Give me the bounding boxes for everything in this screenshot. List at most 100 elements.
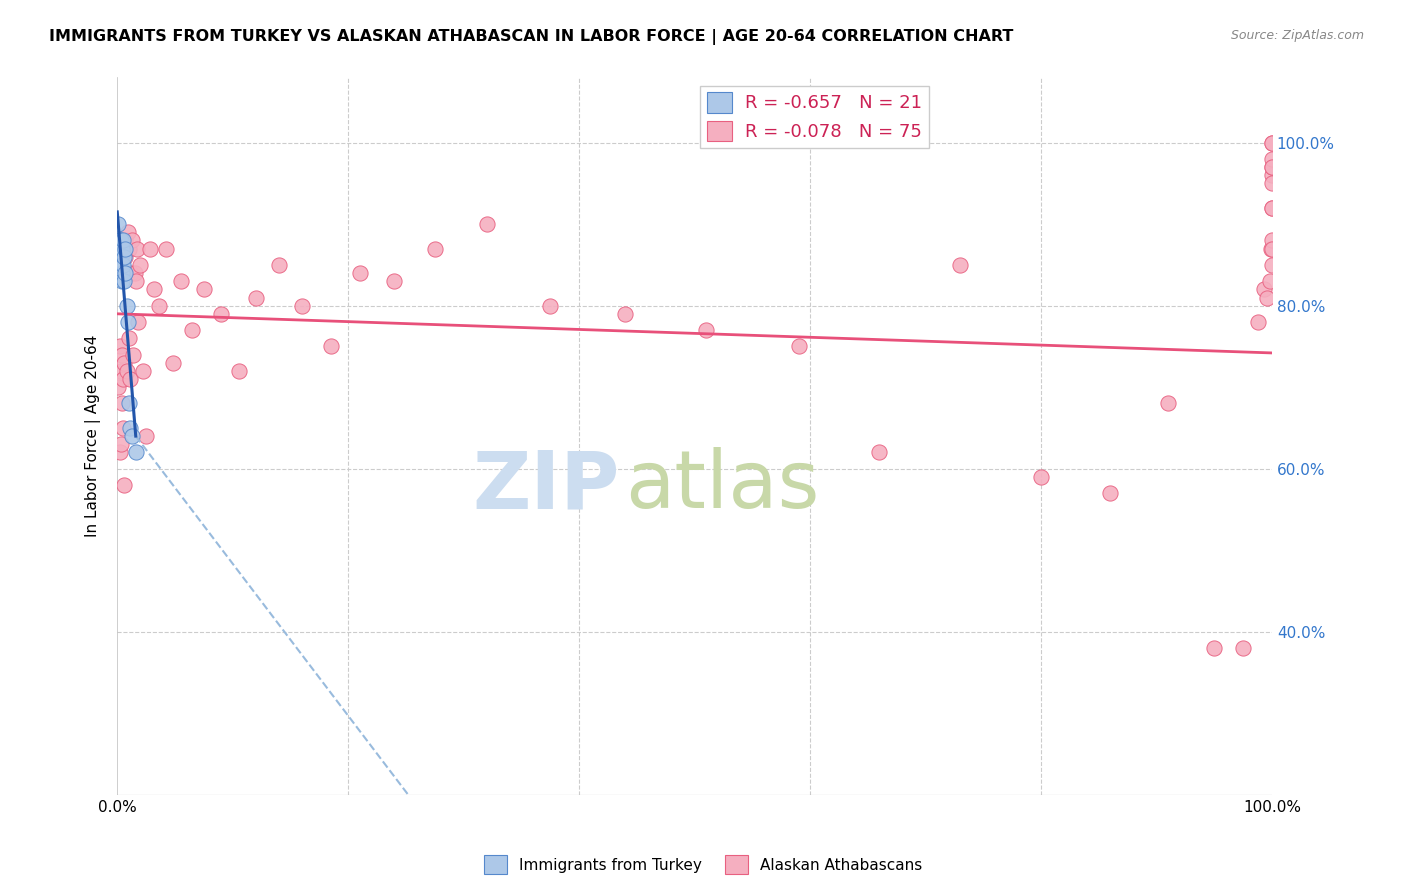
Point xyxy=(423,242,446,256)
Point xyxy=(382,274,405,288)
Point xyxy=(1256,291,1278,305)
Point xyxy=(614,307,637,321)
Point xyxy=(129,258,152,272)
Point xyxy=(1247,315,1270,329)
Point xyxy=(138,242,160,256)
Point xyxy=(1253,282,1275,296)
Point xyxy=(111,347,134,361)
Point xyxy=(1232,640,1254,655)
Point xyxy=(135,429,157,443)
Text: IMMIGRANTS FROM TURKEY VS ALASKAN ATHABASCAN IN LABOR FORCE | AGE 20-64 CORRELAT: IMMIGRANTS FROM TURKEY VS ALASKAN ATHABA… xyxy=(49,29,1014,45)
Legend: Immigrants from Turkey, Alaskan Athabascans: Immigrants from Turkey, Alaskan Athabasc… xyxy=(478,849,928,880)
Point xyxy=(121,234,143,248)
Point xyxy=(110,258,132,272)
Point xyxy=(112,478,135,492)
Point xyxy=(245,291,267,305)
Point xyxy=(170,274,193,288)
Point xyxy=(695,323,717,337)
Point xyxy=(787,339,810,353)
Point xyxy=(1261,160,1284,174)
Point xyxy=(1157,396,1180,410)
Point xyxy=(949,258,972,272)
Point xyxy=(1261,168,1284,182)
Point xyxy=(118,331,141,345)
Point xyxy=(1261,136,1284,150)
Point xyxy=(114,250,136,264)
Text: atlas: atlas xyxy=(626,447,820,525)
Legend: R = -0.657   N = 21, R = -0.078   N = 75: R = -0.657 N = 21, R = -0.078 N = 75 xyxy=(700,86,929,148)
Point xyxy=(162,356,184,370)
Point xyxy=(209,307,232,321)
Point xyxy=(1261,160,1284,174)
Point xyxy=(1261,242,1284,256)
Point xyxy=(111,396,134,410)
Point xyxy=(131,364,153,378)
Point xyxy=(112,234,135,248)
Point xyxy=(112,274,135,288)
Point xyxy=(112,258,135,272)
Point xyxy=(143,282,166,296)
Point xyxy=(228,364,250,378)
Point xyxy=(538,299,561,313)
Point xyxy=(108,445,131,459)
Point xyxy=(118,421,141,435)
Point xyxy=(112,250,135,264)
Point xyxy=(107,380,129,394)
Point xyxy=(108,234,131,248)
Point xyxy=(112,356,135,370)
Point xyxy=(349,266,371,280)
Point xyxy=(110,250,132,264)
Point xyxy=(115,266,138,280)
Point xyxy=(193,282,215,296)
Point xyxy=(110,234,132,248)
Point xyxy=(1260,242,1282,256)
Point xyxy=(110,437,132,451)
Point xyxy=(1261,177,1284,191)
Point xyxy=(125,242,148,256)
Point xyxy=(115,299,138,313)
Point xyxy=(107,217,129,231)
Point xyxy=(1261,136,1284,150)
Point xyxy=(319,339,342,353)
Point xyxy=(291,299,314,313)
Point xyxy=(1261,152,1284,166)
Point xyxy=(114,234,136,248)
Point xyxy=(120,266,142,280)
Point xyxy=(117,315,139,329)
Point xyxy=(125,445,148,459)
Point xyxy=(127,315,149,329)
Point xyxy=(111,242,134,256)
Point xyxy=(1029,470,1052,484)
Point xyxy=(155,242,177,256)
Point xyxy=(114,242,136,256)
Point xyxy=(1261,201,1284,215)
Point xyxy=(1204,640,1226,655)
Point xyxy=(124,266,146,280)
Point xyxy=(111,274,134,288)
Text: ZIP: ZIP xyxy=(472,447,620,525)
Point xyxy=(122,347,145,361)
Point xyxy=(125,274,148,288)
Point xyxy=(114,266,136,280)
Point xyxy=(112,372,135,386)
Point xyxy=(117,225,139,239)
Point xyxy=(110,364,132,378)
Point xyxy=(1258,274,1281,288)
Point xyxy=(118,242,141,256)
Point xyxy=(108,242,131,256)
Point xyxy=(112,421,135,435)
Point xyxy=(121,429,143,443)
Point xyxy=(868,445,890,459)
Point xyxy=(108,339,131,353)
Point xyxy=(111,266,134,280)
Text: Source: ZipAtlas.com: Source: ZipAtlas.com xyxy=(1230,29,1364,43)
Point xyxy=(1261,201,1284,215)
Point xyxy=(118,372,141,386)
Point xyxy=(1261,258,1284,272)
Y-axis label: In Labor Force | Age 20-64: In Labor Force | Age 20-64 xyxy=(86,334,101,537)
Point xyxy=(475,217,498,231)
Point xyxy=(148,299,170,313)
Point xyxy=(1099,486,1122,500)
Point xyxy=(1261,234,1284,248)
Point xyxy=(115,364,138,378)
